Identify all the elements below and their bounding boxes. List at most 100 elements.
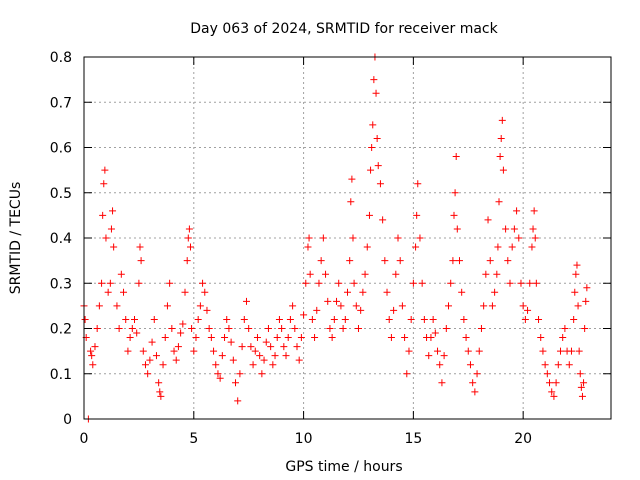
data-point — [571, 288, 579, 296]
data-point — [278, 325, 286, 332]
y-tick-label: 0.1 — [50, 367, 72, 383]
data-point — [339, 325, 347, 332]
data-point — [416, 234, 424, 242]
data-point — [450, 211, 458, 219]
data-point — [407, 315, 415, 323]
data-point — [308, 315, 316, 323]
data-point — [146, 356, 154, 364]
data-point — [181, 288, 189, 296]
data-point — [543, 370, 551, 378]
data-point — [552, 379, 560, 387]
data-point — [550, 392, 558, 400]
data-point — [234, 397, 242, 405]
data-point — [136, 243, 144, 251]
data-point — [101, 166, 109, 174]
data-point — [381, 257, 389, 265]
data-point — [581, 325, 589, 332]
data-point — [466, 361, 474, 369]
data-point — [179, 320, 187, 328]
data-point — [102, 234, 110, 242]
data-point — [493, 270, 501, 278]
data-point — [293, 343, 301, 351]
data-point — [196, 302, 204, 310]
data-point — [319, 234, 327, 242]
data-point — [372, 89, 380, 97]
data-point — [405, 347, 413, 355]
data-point — [438, 379, 446, 387]
data-point — [107, 225, 115, 233]
data-point — [369, 121, 377, 129]
data-point — [387, 334, 395, 342]
data-point — [214, 370, 222, 378]
data-point — [582, 297, 590, 305]
data-point — [148, 338, 156, 346]
data-point — [455, 257, 463, 265]
data-point — [449, 257, 457, 265]
data-point — [453, 225, 461, 233]
data-point — [223, 315, 231, 323]
data-point — [361, 270, 369, 278]
data-point — [212, 361, 220, 369]
data-point — [462, 334, 470, 342]
data-point — [396, 257, 404, 265]
data-point — [99, 211, 107, 219]
data-point — [359, 288, 367, 296]
y-tick-label: 0.4 — [50, 231, 72, 247]
data-point — [159, 361, 167, 369]
data-point — [524, 306, 532, 314]
data-point — [122, 315, 130, 323]
data-point — [216, 374, 224, 382]
data-point — [556, 347, 564, 355]
data-point — [271, 352, 279, 360]
data-point — [577, 383, 585, 391]
data-point — [302, 279, 310, 287]
data-point — [526, 279, 534, 287]
data-point — [510, 225, 518, 233]
data-point — [104, 288, 112, 296]
data-point — [414, 180, 422, 188]
data-point — [150, 315, 158, 323]
data-point — [137, 257, 145, 265]
data-point — [192, 334, 200, 342]
data-point — [473, 370, 481, 378]
data-point — [251, 347, 259, 355]
data-point — [442, 325, 450, 332]
data-point — [445, 302, 453, 310]
tick-labels-layer: 0 0.1 0.2 0.3 0.4 0.5 0.6 0.7 0.8 0 5 10 15 20 — [50, 50, 532, 447]
data-point — [515, 234, 523, 242]
data-point — [311, 334, 319, 342]
data-point — [317, 257, 325, 265]
data-point — [452, 153, 460, 161]
data-point — [499, 166, 507, 174]
data-point — [106, 279, 114, 287]
data-point — [155, 379, 163, 387]
data-point — [328, 334, 336, 342]
data-point — [93, 325, 101, 332]
data-point — [344, 288, 351, 296]
data-point — [484, 216, 492, 224]
data-point — [531, 234, 539, 242]
x-axis-title: GPS time / hours — [285, 459, 402, 475]
data-point — [91, 343, 99, 351]
data-point — [370, 76, 378, 84]
data-point — [488, 302, 496, 310]
data-point — [576, 370, 584, 378]
data-point — [376, 180, 384, 188]
data-point — [367, 166, 375, 174]
data-point — [365, 211, 373, 219]
y-tick-label: 0.3 — [50, 276, 72, 292]
data-point — [546, 379, 554, 387]
data-point — [98, 279, 106, 287]
data-point — [247, 343, 255, 351]
data-point — [126, 334, 134, 342]
data-point — [201, 288, 209, 296]
data-point — [120, 288, 128, 296]
data-point — [347, 198, 355, 206]
data-point — [535, 315, 543, 323]
data-point — [346, 257, 354, 265]
data-point — [575, 347, 583, 355]
data-point — [131, 315, 139, 323]
y-axis-title: SRMTID / TECUs — [8, 182, 24, 295]
data-point — [291, 325, 299, 332]
data-point — [392, 270, 400, 278]
